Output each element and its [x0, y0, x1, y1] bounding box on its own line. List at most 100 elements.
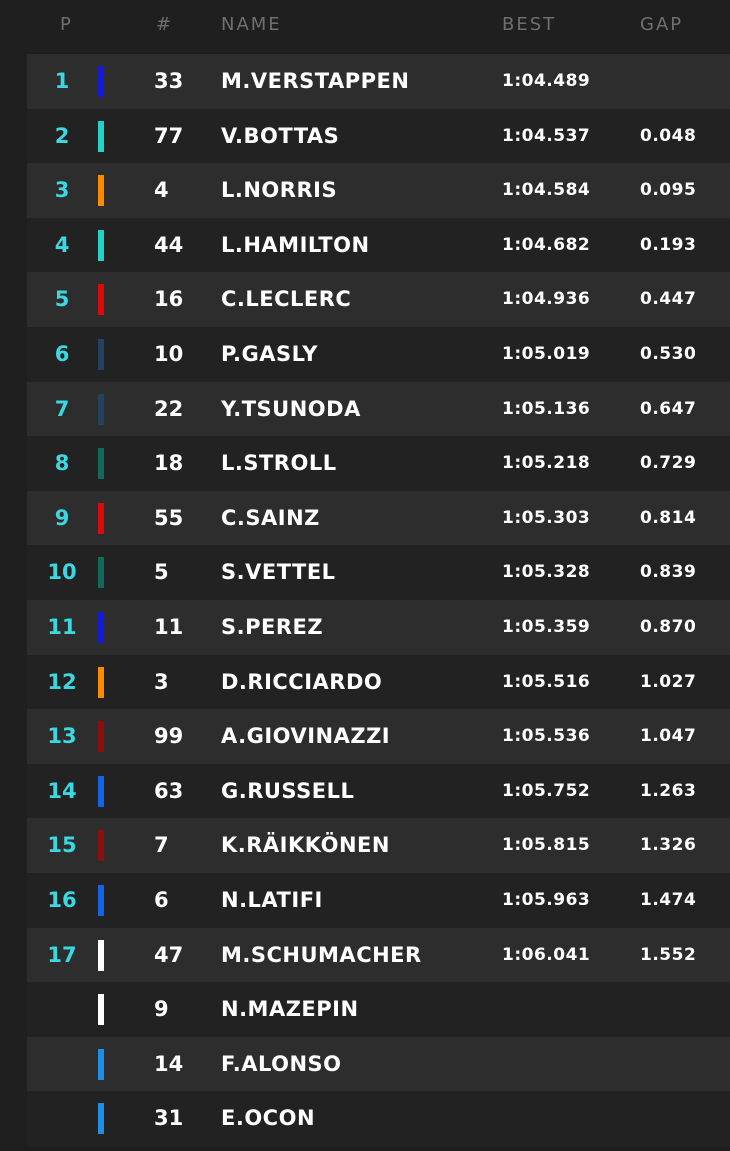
- position: 13: [47, 724, 77, 749]
- position: 1: [54, 69, 70, 93]
- column-header: #: [156, 14, 174, 35]
- driver-row: 2 77 V.BOTTAS 1:04.537 0.048: [27, 108, 730, 164]
- gap: 1.474: [640, 890, 697, 910]
- team-color: [98, 175, 104, 207]
- car-number: 9: [154, 997, 169, 1022]
- driver-name: N.MAZEPIN: [221, 997, 359, 1022]
- car-number: 7: [154, 833, 169, 858]
- best-time: 1:04.936: [502, 289, 591, 310]
- team-color: [98, 448, 104, 480]
- position: 7: [54, 396, 70, 421]
- driver-name: S.VETTEL: [221, 560, 336, 585]
- car-number: 55: [154, 505, 184, 530]
- car-number: 99: [154, 724, 184, 749]
- gap: 1.326: [640, 835, 697, 856]
- driver-name: F.ALONSO: [221, 1051, 342, 1076]
- position: 9: [54, 505, 70, 530]
- driver-name: M.VERSTAPPEN: [221, 69, 410, 93]
- driver-row: 31 E.OCON: [27, 1091, 730, 1147]
- team-color: [98, 229, 104, 261]
- best-time: 1:05.019: [502, 344, 591, 364]
- position: 5: [54, 287, 70, 312]
- position: 15: [47, 833, 77, 858]
- car-number: 77: [154, 123, 184, 148]
- best-time: 1:05.328: [502, 562, 591, 583]
- position: 14: [47, 778, 77, 803]
- car-number: 33: [154, 69, 184, 93]
- driver-name: D.RICCIARDO: [221, 669, 383, 694]
- driver-name: L.STROLL: [221, 451, 337, 476]
- best-time: 1:06.041: [502, 944, 591, 965]
- best-time: 1:05.136: [502, 398, 591, 419]
- column-header: BEST: [502, 14, 557, 35]
- gap: 0.839: [640, 562, 697, 583]
- team-color: [98, 1103, 104, 1135]
- position: 3: [54, 178, 70, 203]
- best-time: 1:05.963: [502, 890, 591, 910]
- position: 11: [47, 615, 77, 639]
- driver-name: P.GASLY: [221, 342, 318, 366]
- best-time: 1:05.536: [502, 726, 591, 747]
- driver-row: 5 16 C.LECLERC 1:04.936 0.447: [27, 272, 730, 328]
- team-color: [98, 939, 104, 971]
- position: 17: [47, 942, 77, 967]
- column-header: P: [60, 14, 73, 35]
- team-color: [98, 66, 104, 97]
- best-time: 1:05.359: [502, 617, 591, 637]
- driver-row: 3 4 L.NORRIS 1:04.584 0.095: [27, 163, 730, 219]
- car-number: 6: [154, 888, 169, 912]
- team-color: [98, 120, 104, 152]
- position: 2: [54, 123, 70, 148]
- team-color: [98, 721, 104, 753]
- driver-row: 10 5 S.VETTEL 1:05.328 0.839: [27, 545, 730, 601]
- car-number: 5: [154, 560, 169, 585]
- gap: 0.048: [640, 125, 697, 146]
- driver-row: 17 47 M.SCHUMACHER 1:06.041 1.552: [27, 927, 730, 983]
- car-number: 14: [154, 1051, 184, 1076]
- car-number: 3: [154, 669, 169, 694]
- gap: 0.530: [640, 344, 697, 364]
- car-number: 22: [154, 396, 184, 421]
- position: 4: [54, 232, 70, 257]
- gap: 0.729: [640, 453, 697, 474]
- car-number: 11: [154, 615, 184, 639]
- best-time: 1:05.303: [502, 507, 591, 528]
- car-number: 10: [154, 342, 184, 366]
- team-color: [98, 1048, 104, 1080]
- driver-row: 9 55 C.SAINZ 1:05.303 0.814: [27, 490, 730, 546]
- car-number: 31: [154, 1106, 184, 1131]
- team-color: [98, 830, 104, 862]
- position: 8: [54, 451, 70, 476]
- driver-row: 7 22 Y.TSUNODA 1:05.136 0.647: [27, 381, 730, 437]
- gap: 1.027: [640, 671, 697, 692]
- car-number: 44: [154, 232, 184, 257]
- gap: 0.447: [640, 289, 697, 310]
- gap: 0.814: [640, 507, 697, 528]
- column-header: GAP: [640, 14, 684, 35]
- driver-name: L.NORRIS: [221, 178, 338, 203]
- car-number: 63: [154, 778, 184, 803]
- best-time: 1:04.682: [502, 234, 591, 255]
- driver-name: K.RÄIKKÖNEN: [221, 833, 390, 858]
- team-color: [98, 666, 104, 698]
- driver-row: 14 63 G.RUSSELL 1:05.752 1.263: [27, 763, 730, 819]
- driver-row: 8 18 L.STROLL 1:05.218 0.729: [27, 436, 730, 492]
- gap: 1.552: [640, 944, 697, 965]
- gap: 0.095: [640, 180, 697, 201]
- position: 16: [47, 888, 77, 912]
- best-time: 1:05.815: [502, 835, 591, 856]
- driver-row: 14 F.ALONSO: [27, 1036, 730, 1092]
- best-time: 1:04.537: [502, 125, 591, 146]
- gap: 0.647: [640, 398, 697, 419]
- team-color: [98, 393, 104, 425]
- column-header: NAME: [221, 14, 282, 35]
- driver-row: 6 10 P.GASLY 1:05.019 0.530: [27, 327, 730, 382]
- team-color: [98, 284, 104, 316]
- driver-name: C.SAINZ: [221, 505, 320, 530]
- position: 6: [54, 342, 70, 366]
- team-color: [98, 994, 104, 1026]
- driver-row: 4 44 L.HAMILTON 1:04.682 0.193: [27, 217, 730, 273]
- gap: 0.870: [640, 617, 697, 637]
- driver-row: 13 99 A.GIOVINAZZI 1:05.536 1.047: [27, 709, 730, 765]
- driver-name: N.LATIFI: [221, 888, 323, 912]
